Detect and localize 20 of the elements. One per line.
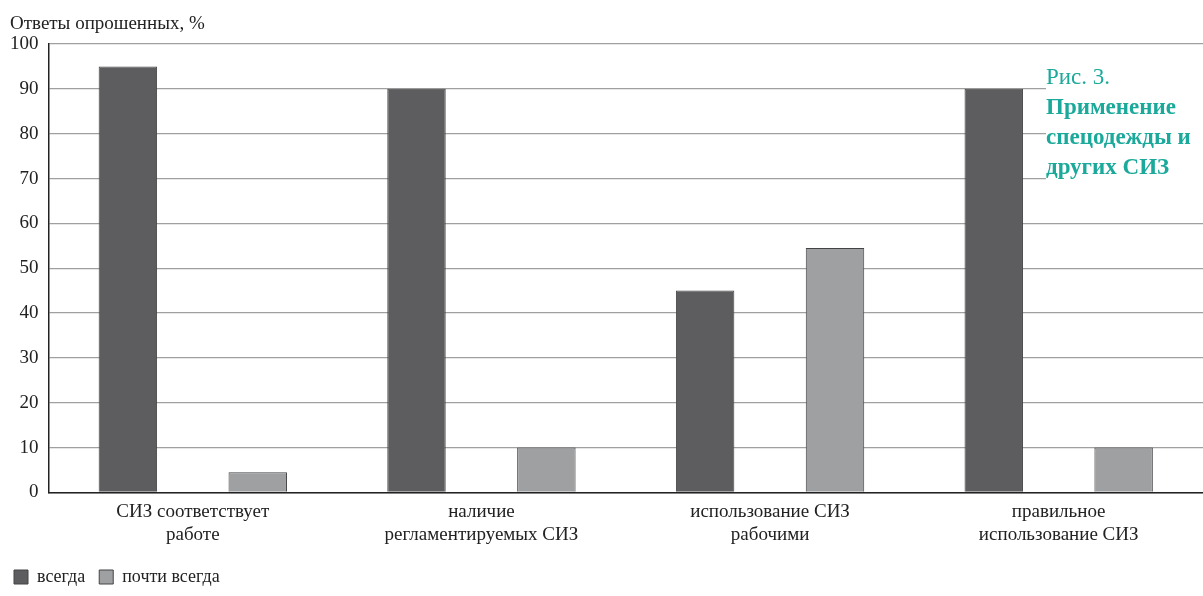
y-tick-label: 0 bbox=[29, 480, 39, 502]
text: Применение спецодежды и других СИЗ bbox=[1046, 93, 1192, 181]
y-tick-label: 20 bbox=[19, 390, 39, 412]
y-tick-label: 80 bbox=[19, 121, 39, 143]
y-tick-label: 70 bbox=[19, 166, 39, 188]
y-tick-label: 90 bbox=[19, 76, 39, 98]
legend-label: почти всегда bbox=[122, 565, 220, 586]
x-tick-label: СИЗ соответствует работе bbox=[116, 499, 271, 544]
legend-label: всегда bbox=[37, 565, 86, 586]
y-tick-label: 50 bbox=[19, 256, 39, 278]
y-tick-label: 100 bbox=[10, 31, 39, 53]
y-tick-label: 40 bbox=[19, 301, 39, 323]
x-tick-label: наличие регламентируемых СИЗ bbox=[384, 499, 579, 544]
y-axis-title: Ответы опрошенных, % bbox=[10, 12, 205, 34]
text: Рис. 3. bbox=[1046, 63, 1112, 91]
y-tick-label: 30 bbox=[19, 345, 39, 367]
x-tick-label: правильное использование СИЗ bbox=[978, 499, 1139, 544]
y-tick-label: 10 bbox=[19, 435, 39, 457]
y-tick-label: 60 bbox=[19, 211, 39, 233]
x-tick-label: использование СИЗ рабочими bbox=[690, 499, 850, 544]
